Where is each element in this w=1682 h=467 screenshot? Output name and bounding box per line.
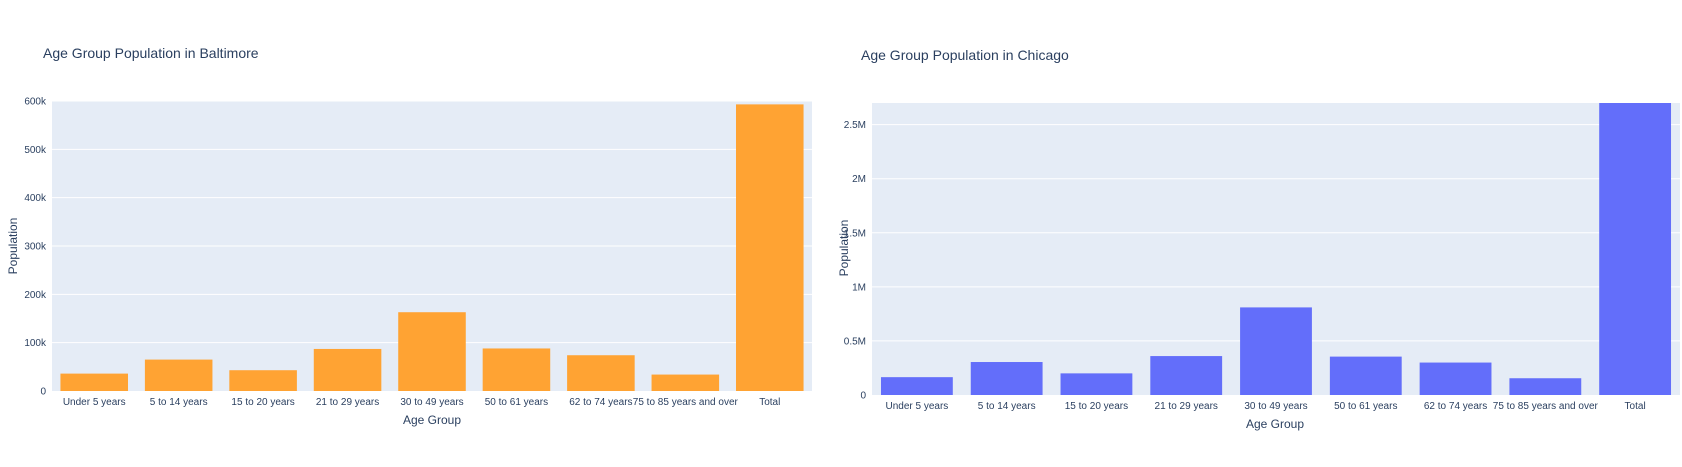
x-axis-title: Age Group [403,413,461,427]
bar [567,355,635,391]
bar [144,359,213,391]
x-axis-title: Age Group [1246,417,1304,431]
x-tick-label: Total [1625,401,1646,412]
y-tick-labels: 0 0.5M 1M 1.5M 2M 2.5M [844,120,867,401]
y-tick-label: 200k [24,290,47,301]
bars [880,103,1672,395]
chicago-chart-svg: Age Group Population in Chicago 0 0.5M 1M 1… [837,47,1680,431]
y-tick-labels: 0 100k 200k 300k 400k 500k 600k [24,97,47,398]
bar [1060,373,1133,395]
x-tick-label: 62 to 74 years [1424,401,1487,412]
bar [1240,307,1312,395]
y-tick-label: 600k [24,97,47,108]
bar [651,374,720,391]
x-tick-labels: Under 5 years 5 to 14 years 15 to 20 years… [885,401,1645,412]
baltimore-chart: Age Group Population in Baltimore 0 100k 2… [0,0,830,462]
y-tick-label: 0 [860,391,866,402]
chart-title: Age Group Population in Chicago [861,47,1069,63]
x-tick-label: Under 5 years [885,401,948,412]
y-tick-label: 0 [40,387,46,398]
bar [1599,103,1672,395]
x-tick-labels: Under 5 years 5 to 14 years 15 to 20 years… [63,397,781,408]
x-tick-label: 21 to 29 years [316,397,379,408]
bars [60,104,804,391]
y-tick-label: 0.5M [844,336,866,347]
y-axis-title: Population [837,220,851,277]
bar [313,348,382,391]
x-tick-label: 5 to 14 years [978,401,1036,412]
y-tick-label: 100k [24,338,47,349]
x-tick-label: Total [759,397,780,408]
bar [1329,356,1402,395]
y-tick-label: 2.5M [844,120,866,131]
bar [1509,378,1582,395]
x-tick-label: 50 to 61 years [485,397,548,408]
x-tick-label: 50 to 61 years [1334,401,1397,412]
x-tick-label: Under 5 years [63,397,126,408]
baltimore-chart-svg: Age Group Population in Baltimore 0 100k 2… [6,45,812,427]
x-tick-label: 15 to 20 years [231,397,294,408]
gridlines [872,124,1680,342]
y-axis-title: Population [6,218,20,275]
bar [1419,362,1492,395]
y-tick-label: 300k [24,242,47,253]
bar [970,362,1043,395]
x-tick-label: 30 to 49 years [400,397,463,408]
y-tick-label: 2M [852,174,866,185]
x-tick-label: 62 to 74 years [569,397,632,408]
bar [736,104,804,391]
x-tick-label: 5 to 14 years [150,397,208,408]
x-tick-label: 75 to 85 years and over [633,397,739,408]
x-tick-label: 30 to 49 years [1244,401,1307,412]
bar [60,373,128,391]
x-tick-label: 15 to 20 years [1065,401,1128,412]
chicago-chart: Age Group Population in Chicago 0 0.5M 1M 1… [830,0,1682,462]
x-tick-label: 21 to 29 years [1155,401,1218,412]
y-tick-label: 500k [24,145,47,156]
bar [398,312,466,391]
y-tick-label: 1.5M [844,228,866,239]
gridlines [52,100,812,344]
chart-title: Age Group Population in Baltimore [43,45,259,61]
bar [880,377,953,395]
bar [482,348,551,391]
bar [1150,356,1223,395]
bar [229,370,297,391]
x-tick-label: 75 to 85 years and over [1493,401,1599,412]
y-tick-label: 1M [852,282,866,293]
y-tick-label: 400k [24,193,47,204]
